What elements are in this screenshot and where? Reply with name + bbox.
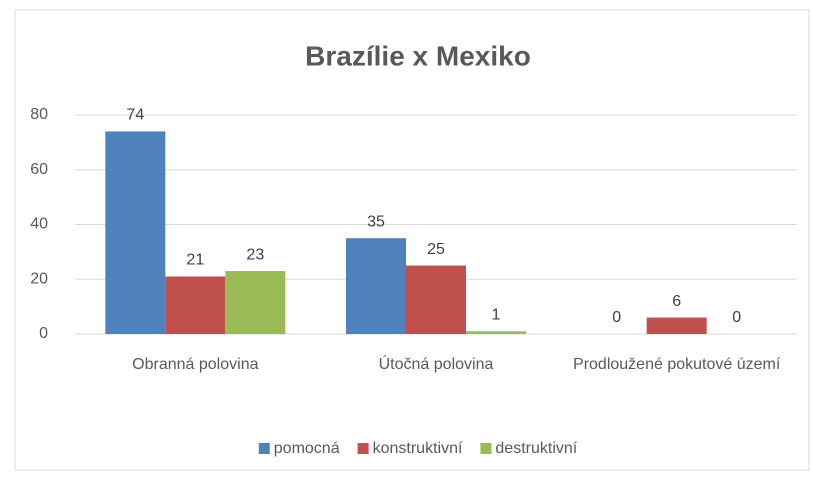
legend-swatch: [258, 443, 270, 454]
y-tick-label: 20: [30, 270, 48, 287]
data-label: 25: [427, 241, 445, 258]
legend-label: pomocná: [274, 440, 340, 457]
data-label: 0: [612, 309, 621, 326]
data-label: 0: [732, 309, 741, 326]
bar: [105, 131, 166, 334]
bar: [165, 276, 226, 334]
data-label: 23: [246, 246, 264, 263]
bar: [406, 265, 466, 334]
data-label: 35: [367, 213, 385, 230]
bar: [346, 238, 406, 334]
legend-label: konstruktivní: [373, 440, 463, 457]
data-label: 74: [126, 107, 144, 124]
legend-swatch: [357, 443, 369, 454]
y-tick-label: 0: [39, 325, 48, 342]
chart-title: Brazílie x Mexiko: [305, 40, 531, 71]
data-label: 1: [492, 306, 501, 323]
bar: [225, 271, 286, 334]
x-tick-label: Útočná polovina: [378, 356, 494, 373]
y-tick-label: 60: [30, 161, 48, 178]
x-tick-label: Obranná polovina: [132, 356, 259, 373]
bar: [466, 331, 526, 334]
legend-swatch: [480, 443, 492, 454]
y-tick-label: 80: [30, 106, 48, 123]
x-tick-label: Prodloužené pokutové území: [573, 356, 781, 373]
y-tick-label: 40: [30, 216, 48, 233]
legend-label: destruktivní: [495, 440, 577, 457]
data-label: 6: [672, 293, 681, 310]
bar: [646, 317, 707, 334]
data-label: 21: [186, 252, 204, 269]
